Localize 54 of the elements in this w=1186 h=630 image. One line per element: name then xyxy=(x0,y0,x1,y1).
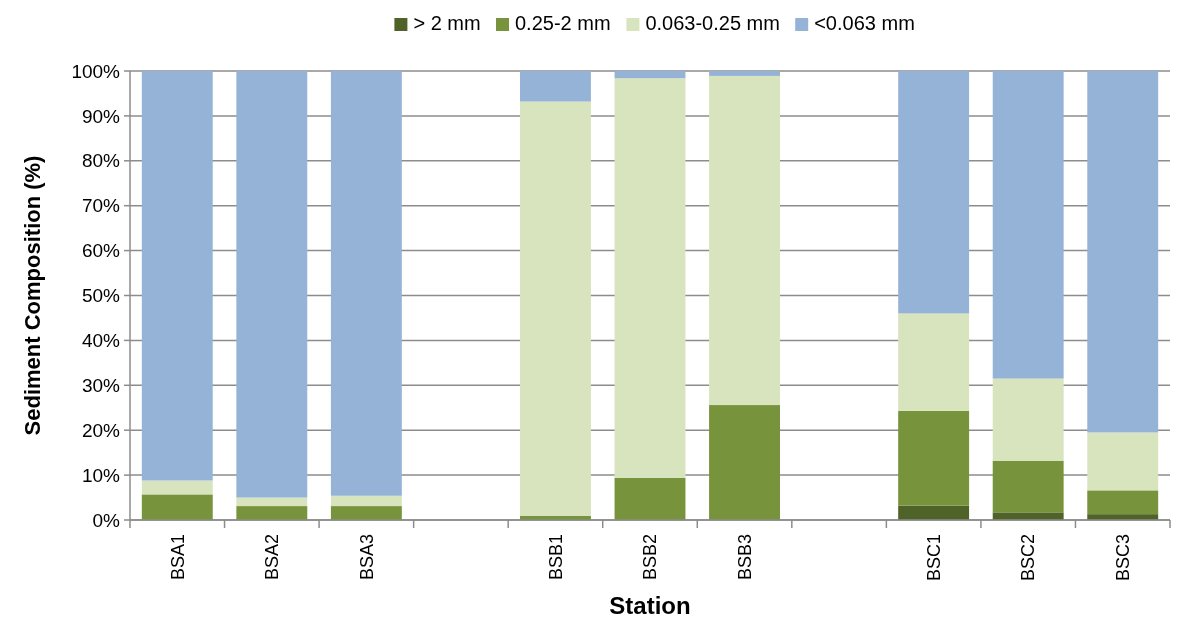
legend-label: > 2 mm xyxy=(413,12,481,34)
bar xyxy=(614,71,686,79)
bar xyxy=(992,460,1064,513)
bar xyxy=(141,494,213,520)
x-tick-label: BSA2 xyxy=(262,534,283,581)
x-tick-label: BSA1 xyxy=(167,534,188,581)
bar xyxy=(614,477,686,520)
y-tick-label: 90% xyxy=(81,105,121,127)
bar xyxy=(141,480,213,495)
bar xyxy=(1087,490,1159,515)
bar xyxy=(898,313,970,411)
bar xyxy=(520,71,591,102)
y-tick-label: 10% xyxy=(81,464,121,486)
bar xyxy=(520,101,591,516)
bar xyxy=(1087,71,1159,433)
x-tick-label: BSB3 xyxy=(734,534,755,581)
x-tick-label: BSB2 xyxy=(640,534,661,581)
bar xyxy=(1087,432,1159,491)
x-tick-label: BSC1 xyxy=(923,534,944,582)
bar xyxy=(709,405,780,520)
legend-label: 0.25-2 mm xyxy=(515,12,611,34)
legend-label: 0.063-0.25 mm xyxy=(645,12,780,34)
x-tick-label: BSA3 xyxy=(356,534,377,581)
y-tick-label: 60% xyxy=(81,240,121,262)
y-tick-label: 80% xyxy=(81,150,121,172)
bar xyxy=(898,505,970,520)
bar xyxy=(709,71,780,76)
bar xyxy=(898,410,970,506)
y-tick-label: 70% xyxy=(81,195,121,217)
bar xyxy=(992,512,1064,520)
y-tick-label: 100% xyxy=(71,60,121,82)
y-tick-label: 50% xyxy=(81,285,121,307)
bar xyxy=(330,71,402,496)
x-tick-label: BSB1 xyxy=(545,534,566,581)
x-tick-label: BSC2 xyxy=(1018,534,1039,582)
bar xyxy=(709,75,780,406)
y-axis-title: Sediment Composition (%) xyxy=(20,155,45,436)
bar xyxy=(330,495,402,507)
bar xyxy=(898,71,970,314)
legend-label: <0.063 mm xyxy=(814,12,915,34)
y-tick-label: 30% xyxy=(81,374,121,396)
bar xyxy=(236,497,308,507)
bar xyxy=(992,71,1064,379)
bar xyxy=(141,71,213,481)
y-tick-label: 0% xyxy=(92,509,121,531)
bar xyxy=(614,78,686,478)
y-tick-label: 40% xyxy=(81,330,121,352)
bar xyxy=(236,506,308,520)
bar xyxy=(236,71,308,498)
x-tick-label: BSC3 xyxy=(1113,534,1134,582)
x-axis-title: Station xyxy=(609,592,691,619)
bar xyxy=(992,378,1064,461)
bar xyxy=(330,506,402,520)
y-tick-label: 20% xyxy=(81,419,121,441)
